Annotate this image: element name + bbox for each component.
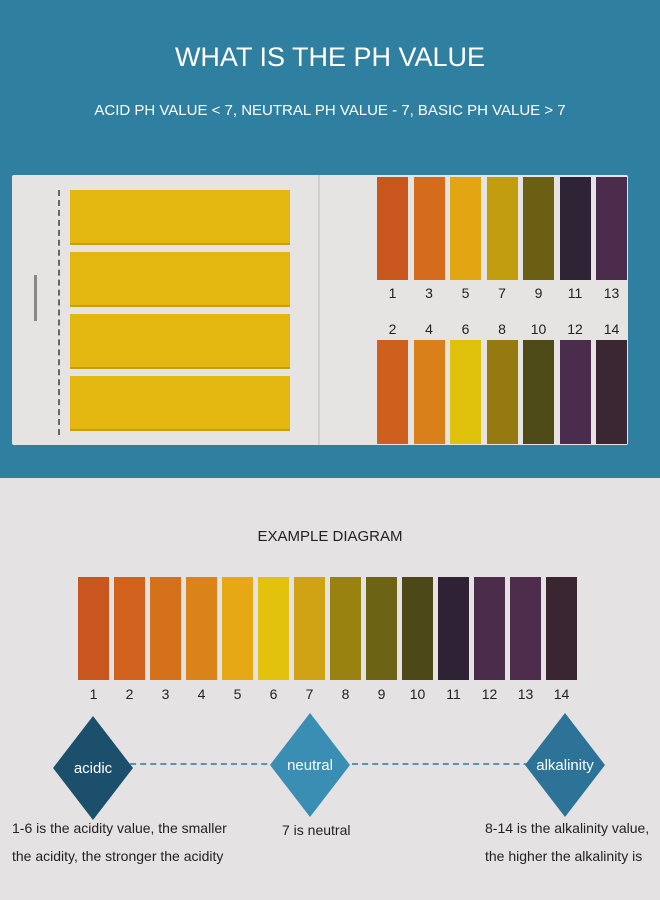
swatch-label: 13 <box>603 285 620 301</box>
ph-label: 10 <box>409 686 426 702</box>
swatch-label: 1 <box>388 285 397 301</box>
color-swatch <box>413 340 445 444</box>
ph-label: 6 <box>269 686 278 702</box>
ph-color-bar <box>222 577 253 680</box>
swatch-label: 5 <box>461 285 470 301</box>
color-swatch <box>523 177 554 280</box>
alkalinity-description-1: 8-14 is the alkalinity value, <box>485 820 650 836</box>
ph-label: 2 <box>125 686 134 702</box>
ph-color-bar <box>150 577 181 680</box>
ph-color-bar <box>186 577 217 680</box>
color-swatch <box>559 340 591 444</box>
ph-color-bar <box>114 577 145 680</box>
scale-line <box>120 763 580 765</box>
swatch-label: 4 <box>425 321 433 337</box>
ph-color-bar <box>474 577 505 680</box>
swatch-label: 3 <box>425 285 433 301</box>
ph-label: 4 <box>197 686 206 702</box>
color-swatch <box>559 177 591 280</box>
acidic-description-1: 1-6 is the acidity value, the smaller <box>12 820 227 836</box>
neutral-description: 7 is neutral <box>282 822 351 838</box>
ph-label: 12 <box>481 686 498 702</box>
color-swatch <box>596 177 627 280</box>
test-strip <box>70 376 290 431</box>
swatch-label: 11 <box>567 285 583 301</box>
alkalinity-description-2: the higher the alkalinity is <box>485 848 643 864</box>
ph-color-bar <box>330 577 361 680</box>
ph-color-bar <box>294 577 325 680</box>
swatch-label: 12 <box>567 321 583 337</box>
ph-color-bar <box>78 577 109 680</box>
ph-label: 14 <box>553 686 570 702</box>
swatch-label: 9 <box>534 285 543 301</box>
ph-label: 5 <box>233 686 242 702</box>
ph-label: 13 <box>517 686 534 702</box>
alkalinity-diamond: alkalinity <box>525 713 605 817</box>
ph-color-bar <box>258 577 289 680</box>
ph-color-bar <box>366 577 397 680</box>
color-swatch <box>523 340 554 444</box>
swatch-label: 7 <box>498 285 506 301</box>
ph-label: 8 <box>341 686 350 702</box>
tear-line <box>58 190 60 435</box>
acidic-description-2: the acidity, the stronger the acidity <box>12 848 224 864</box>
acidic-diamond: acidic <box>53 716 133 820</box>
ph-color-bar <box>402 577 433 680</box>
fold-line <box>318 175 320 445</box>
color-swatch <box>450 177 481 280</box>
swatch-label: 10 <box>530 321 547 337</box>
test-strip <box>70 314 290 369</box>
binding-bar <box>34 275 37 321</box>
page-subtitle: ACID PH VALUE < 7, NEUTRAL PH VALUE - 7,… <box>94 102 566 119</box>
swatch-label: 8 <box>498 321 506 337</box>
neutral-diamond: neutral <box>270 713 350 817</box>
swatch-label: 14 <box>603 321 620 337</box>
color-swatch <box>596 340 627 444</box>
ph-color-bar <box>438 577 469 680</box>
ph-label: 3 <box>161 686 170 702</box>
color-swatch <box>377 340 408 444</box>
swatch-label: 6 <box>461 321 470 337</box>
color-swatch <box>413 177 445 280</box>
ph-color-bar <box>510 577 541 680</box>
ph-label: 9 <box>377 686 386 702</box>
swatch-label: 2 <box>388 321 397 337</box>
page-title: WHAT IS THE PH VALUE <box>174 42 486 72</box>
ph-label: 11 <box>446 686 461 702</box>
color-swatch <box>450 340 481 444</box>
ph-label: 1 <box>89 686 98 702</box>
color-swatch <box>486 340 518 444</box>
example-title: EXAMPLE DIAGRAM <box>257 528 403 545</box>
ph-label: 7 <box>305 686 314 702</box>
test-strip <box>70 252 290 307</box>
color-swatch <box>486 177 518 280</box>
ph-color-bar <box>546 577 577 680</box>
color-swatch <box>377 177 408 280</box>
test-strip <box>70 190 290 245</box>
